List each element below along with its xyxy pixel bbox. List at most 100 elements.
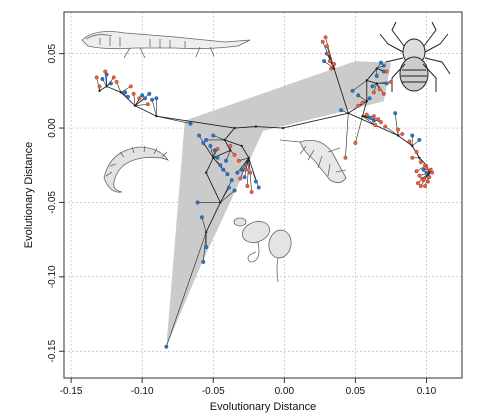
data-point <box>377 87 382 92</box>
data-point <box>424 170 429 175</box>
y-tick-label: -0.15 <box>47 339 58 362</box>
data-point <box>140 93 145 98</box>
x-axis: -0.15 -0.10 -0.05 0.00 0.05 0.10 <box>60 378 437 397</box>
data-point <box>320 39 325 44</box>
y-tick-label: 0.05 <box>47 43 58 63</box>
data-point <box>322 59 327 64</box>
internal-node <box>375 82 378 85</box>
data-point <box>327 59 332 64</box>
x-tick-label: 0.05 <box>346 386 366 397</box>
data-point <box>126 94 130 99</box>
x-axis-title: Evolutionary Distance <box>210 401 316 413</box>
tip-branch <box>362 115 382 123</box>
data-point <box>218 163 223 168</box>
internal-node <box>98 89 101 93</box>
data-point <box>367 96 372 101</box>
data-point <box>242 175 247 180</box>
internal-node <box>247 156 250 160</box>
spider-silhouette-icon <box>377 21 451 92</box>
x-tick-label: 0.00 <box>275 386 295 397</box>
data-point <box>100 77 105 81</box>
tip-branch <box>220 179 232 203</box>
internal-node <box>411 144 414 148</box>
tip-branch <box>247 157 250 187</box>
data-point <box>128 84 133 89</box>
tip-branch <box>96 77 100 91</box>
data-point <box>204 245 209 250</box>
tip-branch <box>424 172 430 187</box>
data-point <box>396 127 400 132</box>
data-point <box>94 75 99 80</box>
data-point <box>430 170 435 175</box>
internal-node <box>361 114 364 118</box>
data-point <box>150 97 155 102</box>
data-point <box>383 124 388 129</box>
data-point <box>232 152 237 157</box>
data-point <box>248 170 253 175</box>
data-point <box>197 133 201 138</box>
branch-edge <box>333 68 349 114</box>
data-point <box>370 84 375 89</box>
data-point <box>417 138 422 142</box>
mushroom-silhouette-icon <box>233 217 292 283</box>
data-point <box>343 155 348 160</box>
data-point <box>376 117 381 122</box>
data-point <box>108 81 113 86</box>
tetrapod-silhouette-icon <box>81 31 251 59</box>
data-point <box>249 190 254 194</box>
data-point <box>326 51 331 56</box>
internal-node <box>281 126 285 130</box>
data-point <box>415 181 420 186</box>
data-point <box>201 260 206 264</box>
tip-branch <box>201 217 207 233</box>
plot-background <box>64 12 462 378</box>
data-point <box>371 90 376 95</box>
y-tick-label: 0.00 <box>47 118 58 138</box>
internal-node <box>365 79 368 82</box>
data-point <box>364 112 369 117</box>
branch-edge <box>362 101 368 117</box>
data-point <box>97 84 102 89</box>
branch-edge <box>205 172 221 203</box>
data-point <box>239 167 244 172</box>
tip-branch <box>210 145 214 158</box>
branch-edge <box>255 126 283 129</box>
internal-node <box>204 171 208 174</box>
data-point <box>145 102 150 107</box>
data-point <box>421 178 426 183</box>
data-point <box>414 169 419 174</box>
tip-branch <box>345 113 349 158</box>
y-tick-label: -0.05 <box>47 191 58 214</box>
internal-node <box>105 85 108 88</box>
branch-edge <box>205 202 221 233</box>
data-point <box>325 44 329 49</box>
data-point <box>147 91 152 96</box>
y-tick-label: -0.10 <box>47 265 58 288</box>
x-tick-label: -0.15 <box>60 386 83 397</box>
tip-branch <box>220 190 235 203</box>
branch-edge <box>234 126 256 129</box>
data-point <box>393 111 398 116</box>
data-point <box>371 118 376 123</box>
data-point <box>256 185 261 190</box>
data-point <box>423 163 427 168</box>
tip-branch <box>237 157 250 173</box>
data-point <box>323 35 328 40</box>
tip-branch <box>213 135 225 141</box>
internal-node <box>428 171 431 174</box>
data-point <box>400 132 405 136</box>
tip-branch <box>241 157 250 170</box>
data-point <box>243 167 248 172</box>
branch-edge <box>156 115 235 129</box>
tip-branch <box>135 103 148 107</box>
data-point <box>353 140 358 145</box>
internal-node <box>375 67 378 70</box>
data-point <box>427 175 432 180</box>
convex-hull <box>166 61 391 347</box>
tip-branch <box>245 157 250 170</box>
internal-node <box>133 104 137 107</box>
branch-edge <box>205 157 214 173</box>
tip-branch <box>134 93 150 106</box>
internal-node <box>332 67 336 70</box>
